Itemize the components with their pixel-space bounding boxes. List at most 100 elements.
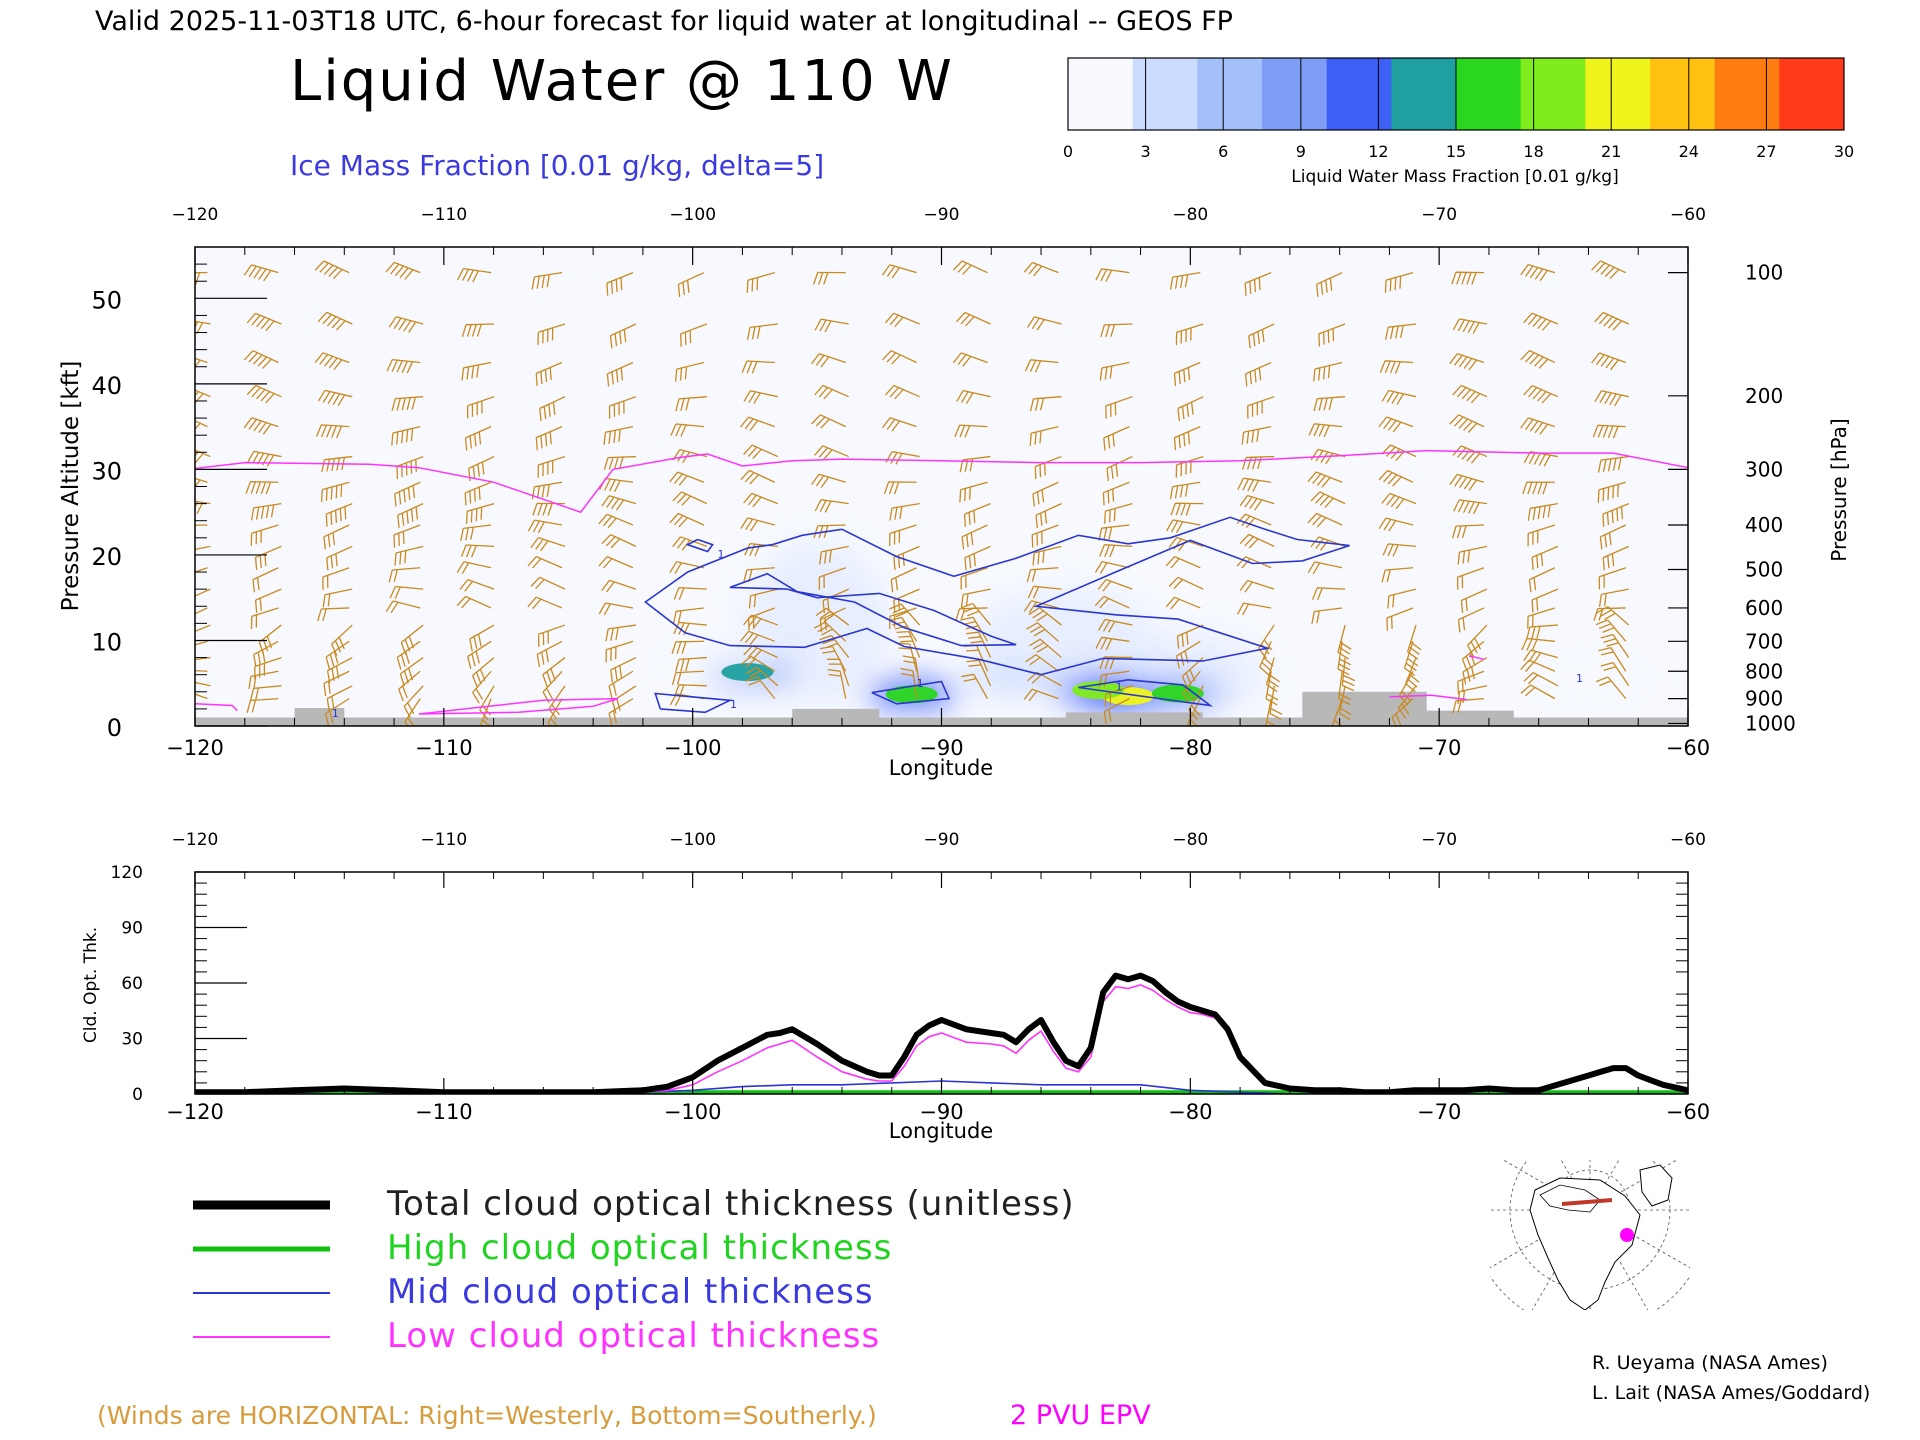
ice-contours: 1 1 1 1 1 1 <box>332 516 1583 720</box>
wind-barb <box>465 502 495 524</box>
wind-barb <box>399 657 424 687</box>
x-tick-label-top: −70 <box>1421 205 1457 225</box>
wind-barb <box>1527 524 1556 547</box>
wind-barb <box>1100 323 1133 338</box>
wind-barb <box>1236 513 1272 529</box>
wind-barb <box>955 311 991 327</box>
wind-barb <box>603 425 634 445</box>
wind-barb <box>1099 656 1133 670</box>
x-tick-label: −60 <box>1666 1100 1710 1124</box>
wind-barb <box>253 640 279 668</box>
y-tick-label: 90 <box>121 919 143 939</box>
wind-barb <box>466 396 495 419</box>
map-coastline-north-america <box>1529 1177 1641 1310</box>
wind-barb <box>245 481 279 495</box>
x-tick-label: −100 <box>664 736 722 760</box>
wind-barb <box>321 455 353 473</box>
wind-barb <box>1599 524 1627 550</box>
wind-barb <box>1031 524 1059 548</box>
wind-barb <box>1602 503 1630 527</box>
wind-barb <box>1241 425 1272 445</box>
wind-barb <box>960 616 989 642</box>
winds-note: (Winds are HORIZONTAL: Right=Westerly, B… <box>97 1401 877 1430</box>
wind-barb <box>813 621 847 642</box>
wind-barb <box>1467 624 1488 657</box>
wind-barb <box>195 320 211 335</box>
wind-barb <box>195 449 211 464</box>
wind-barb <box>385 600 421 614</box>
wind-barb <box>394 481 421 507</box>
wind-barb <box>1311 607 1343 625</box>
wind-barb <box>1026 622 1059 642</box>
terrain <box>195 691 1688 726</box>
wind-barb <box>960 602 992 626</box>
wind-barb <box>249 685 282 701</box>
wind-barb <box>317 607 350 622</box>
wind-barb <box>1382 543 1417 557</box>
wind-barb <box>317 311 353 331</box>
wind-barb <box>1531 588 1559 613</box>
wind-barb <box>258 624 282 655</box>
wind-barb <box>889 524 917 547</box>
wind-barb <box>1098 618 1133 633</box>
terrain-shape <box>195 691 1688 726</box>
wind-barb <box>669 471 705 486</box>
wind-barb <box>883 481 917 495</box>
wind-barb <box>537 455 566 478</box>
wind-barb <box>250 502 282 521</box>
x-tick-label-top: −100 <box>669 830 716 850</box>
wind-barb <box>677 272 705 297</box>
wind-barb <box>1103 698 1130 724</box>
wind-barb <box>326 685 353 712</box>
wind-barb <box>389 585 424 599</box>
x-tick-label-top: −100 <box>669 205 716 225</box>
wind-barb <box>1166 519 1201 534</box>
wind-barb <box>323 524 350 550</box>
ice-contour-value-label: 1 <box>917 677 924 690</box>
wind-barb <box>1597 481 1626 503</box>
pressure-tick-label: 700 <box>1745 629 1783 653</box>
colorbar-swatch <box>1456 58 1522 130</box>
wind-barb <box>1313 396 1346 412</box>
wind-barb <box>1460 588 1488 614</box>
wind-barb <box>1456 567 1485 590</box>
epv-line-fragment <box>1468 655 1485 661</box>
wind-barb <box>195 545 211 551</box>
wind-barb <box>814 318 849 333</box>
legend-label: Total cloud optical thickness (unitless) <box>386 1184 1075 1224</box>
x-tick-label: −70 <box>1417 736 1461 760</box>
wind-barb <box>1341 657 1356 692</box>
x-tick-label: −100 <box>664 1100 722 1124</box>
wind-barb <box>471 657 495 688</box>
y-tick-label: 40 <box>91 372 122 400</box>
credit-ueyama: R. Ueyama (NASA Ames) <box>1592 1352 1828 1374</box>
wind-barb <box>1168 536 1204 552</box>
main-title: Liquid Water @ 110 W <box>290 49 954 114</box>
wind-barb <box>195 669 208 672</box>
wind-barb <box>1449 414 1485 433</box>
wind-barb <box>813 524 846 539</box>
wind-barb <box>881 417 917 432</box>
wind-barb <box>530 536 566 552</box>
wind-barb <box>527 519 563 534</box>
wind-barb <box>1528 567 1556 593</box>
wind-barb <box>1520 417 1556 435</box>
wind-barb <box>314 260 350 280</box>
wind-barb <box>385 261 421 280</box>
wind-barb <box>532 502 566 516</box>
wind-barb <box>1103 426 1130 451</box>
wind-barb <box>1169 481 1201 500</box>
ice-contour-value-label: 1 <box>1116 681 1123 694</box>
wind-barb <box>535 361 563 387</box>
wind-barb <box>673 621 707 636</box>
y-tick-label: 30 <box>121 1030 143 1050</box>
wind-barb <box>819 545 849 565</box>
wind-barb <box>1596 606 1630 626</box>
wind-barb <box>1520 350 1556 369</box>
legend-label: High cloud optical thickness <box>387 1228 892 1268</box>
colorbar-swatch <box>1650 58 1716 130</box>
wind-barb <box>314 352 350 371</box>
colorbar-swatch <box>1585 58 1651 130</box>
wind-barb <box>818 567 846 590</box>
wind-barb <box>896 630 921 658</box>
